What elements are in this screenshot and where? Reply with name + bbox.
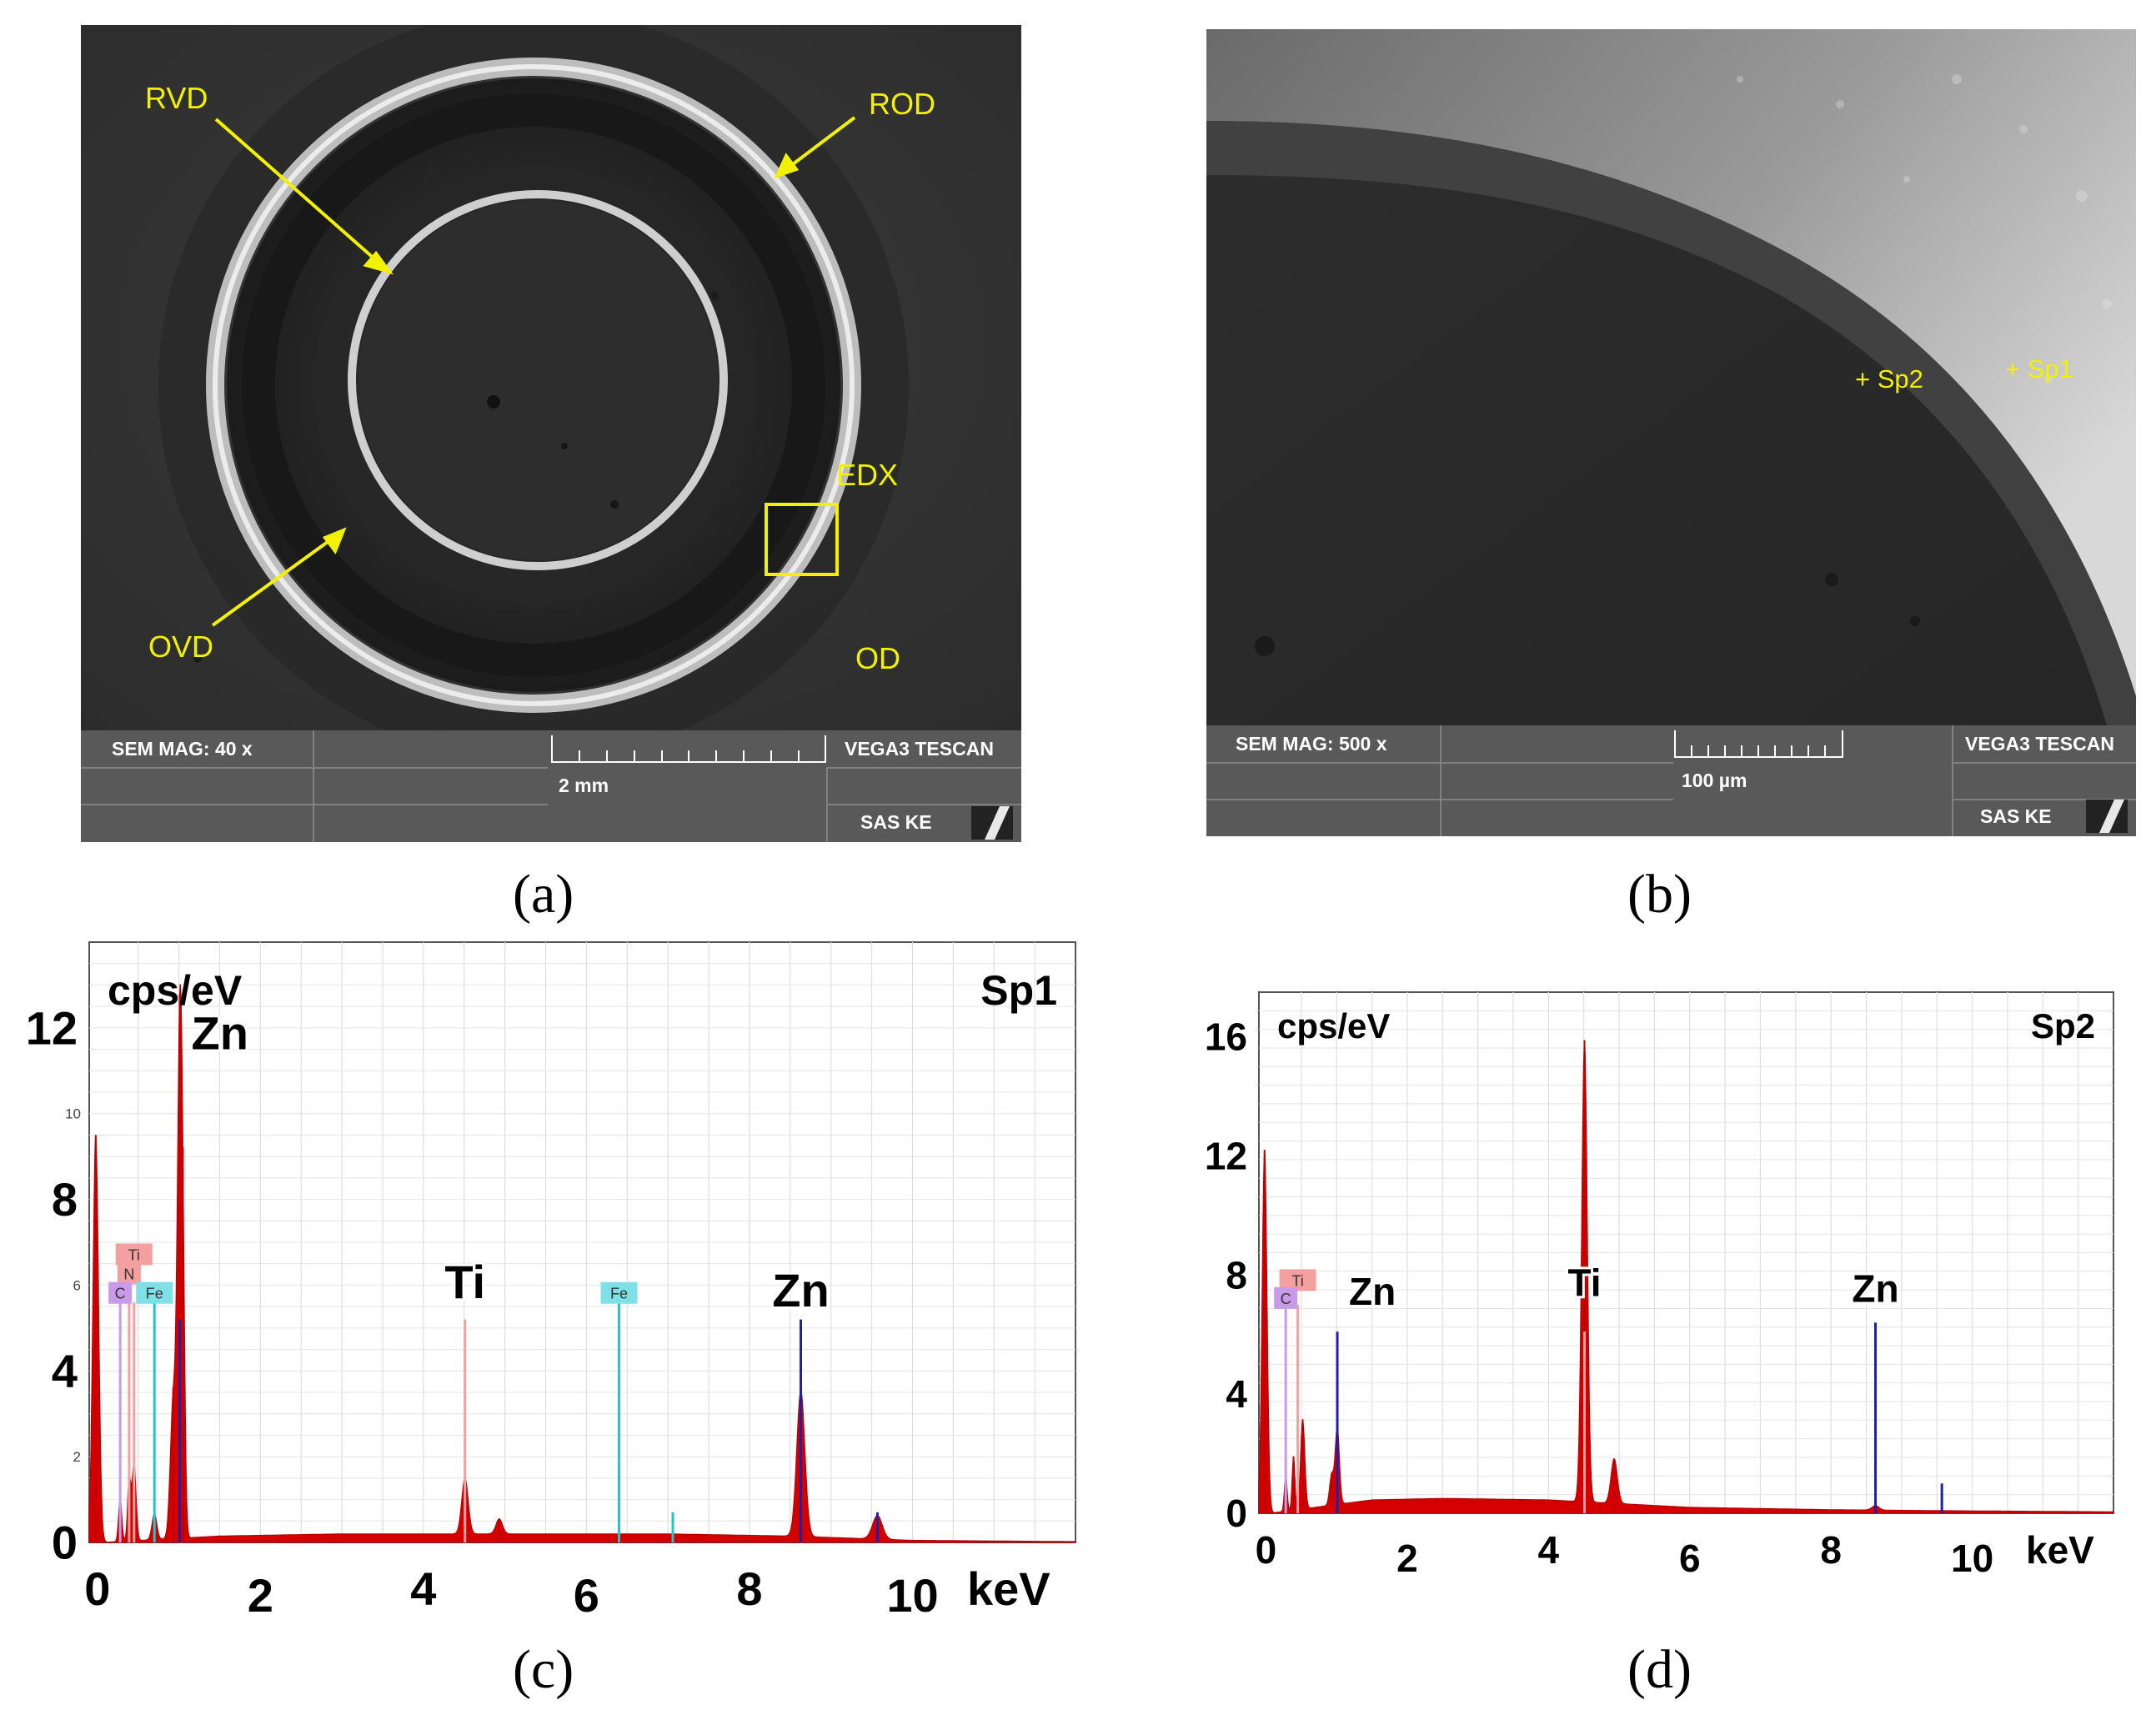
element-marker-ti: Ti (1279, 1269, 1316, 1291)
x-tick-label: 4 (410, 1562, 436, 1615)
x-tick-label: 6 (1679, 1537, 1701, 1580)
element-marker-text: Fe (610, 1286, 628, 1302)
y-tick-label: 12 (26, 1001, 78, 1054)
instrument-b: VEGA3 TESCAN (1965, 733, 2114, 755)
x-tick-label: 0 (1256, 1528, 1277, 1572)
element-marker-text: Fe (146, 1286, 163, 1302)
x-tick-label: 8 (1820, 1528, 1842, 1572)
x-axis-label: keV (2026, 1528, 2094, 1572)
element-marker-box (115, 1243, 153, 1266)
chart-title: Sp2 (2031, 1006, 2095, 1046)
x-tick-label: 10 (1951, 1537, 1993, 1580)
y-minor-tick-label: 6 (73, 1277, 81, 1293)
tescan-logo-b (2086, 800, 2128, 833)
lab-a: SAS KE (860, 811, 932, 833)
sem-mag-b: SEM MAG: 500 x (1236, 733, 1387, 755)
element-marker-ti: Ti (115, 1243, 153, 1266)
sem-image-b: + Sp2 + Sp1 (1206, 29, 2136, 725)
lab-b: SAS KE (1980, 805, 2052, 827)
panel-a: RVD ROD EDX OVD OD SEM MAG: 40 x 2 mm VE… (81, 25, 1021, 842)
element-marker-text: Ti (1291, 1272, 1303, 1289)
element-marker-box (136, 1281, 173, 1304)
label-sp1: + Sp1 (2005, 354, 2073, 384)
sem-micrograph-a: RVD ROD EDX OVD OD (81, 25, 1021, 730)
panel-b: + Sp2 + Sp1 SEM MAG: 500 x 100 µm VEGA3 … (1206, 29, 2136, 836)
y-axis-label: cps/eV (108, 967, 243, 1014)
y-tick-label: 8 (52, 1173, 78, 1226)
element-marker-n: N (117, 1262, 141, 1285)
x-tick-label: 2 (248, 1569, 273, 1622)
x-axis-label: keV (967, 1562, 1050, 1615)
element-marker-box (117, 1262, 141, 1285)
y-tick-label: 4 (1226, 1372, 1247, 1416)
caption-d: (d) (1627, 1639, 1692, 1700)
element-marker-box (600, 1281, 638, 1304)
x-tick-label: 6 (574, 1569, 599, 1622)
sem-mag-a: SEM MAG: 40 x (112, 738, 253, 760)
element-marker-c: C (108, 1281, 133, 1304)
edx-region-box (765, 503, 839, 576)
label-rod: ROD (869, 87, 935, 121)
x-tick-label: 0 (84, 1562, 110, 1615)
edx-spectrum-sp1: Ti NC Fe Fe 0 2 4 6 8 10 keV 0 4 8 12 2 6 10 cps/eV Sp1 Zn… (26, 941, 1076, 1622)
label-sp2: + Sp2 (1855, 364, 1923, 394)
element-marker-text: C (1281, 1291, 1291, 1307)
y-tick-label: 4 (52, 1345, 78, 1397)
y-minor-tick-label: 2 (73, 1449, 81, 1465)
annotation-arrows-a (211, 116, 856, 627)
sem-info-bar-a: SEM MAG: 40 x 2 mm VEGA3 TESCAN SAS KE (81, 730, 1021, 842)
scale-label-a: 2 mm (559, 775, 609, 796)
sem-image-a: RVD ROD EDX OVD OD (81, 25, 1021, 730)
tescan-logo-a (971, 806, 1013, 840)
scale-bar-b (1673, 725, 1848, 762)
peak-label-ti: Ti (1567, 1261, 1601, 1304)
label-od: OD (855, 641, 900, 675)
y-tick-label: 0 (52, 1517, 78, 1569)
element-marker-fe: Fe (136, 1281, 173, 1304)
element-marker-box (1274, 1286, 1298, 1309)
sem-micrograph-b: + Sp2 + Sp1 (1206, 29, 2136, 725)
x-tick-label: 4 (1538, 1528, 1560, 1572)
sem-info-bar-b: SEM MAG: 500 x 100 µm VEGA3 TESCAN SAS K… (1206, 725, 2136, 836)
y-tick-label: 12 (1205, 1135, 1247, 1178)
label-ovd: OVD (148, 629, 213, 664)
y-minor-tick-label: 10 (65, 1106, 81, 1122)
label-rvd: RVD (145, 81, 208, 115)
y-tick-label: 16 (1205, 1015, 1247, 1059)
y-axis-label: cps/eV (1277, 1006, 1390, 1046)
element-marker-text: N (123, 1266, 134, 1283)
scale-bar-a (550, 730, 830, 767)
chart-title: Sp1 (980, 967, 1057, 1014)
caption-c: (c) (513, 1639, 574, 1700)
caption-a: (a) (513, 864, 574, 925)
peak-label-ti: Ti (444, 1256, 485, 1308)
peak-label-zn: Zn (1852, 1266, 1898, 1310)
element-marker-fe: Fe (600, 1281, 638, 1304)
x-tick-label: 10 (886, 1569, 938, 1622)
scale-label-b: 100 µm (1682, 770, 1747, 791)
peak-label-zn: Zn (1349, 1270, 1396, 1313)
y-tick-label: 0 (1226, 1492, 1247, 1535)
element-marker-c: C (1274, 1286, 1298, 1309)
instrument-a: VEGA3 TESCAN (845, 738, 994, 760)
spectrum-fill (88, 984, 1076, 1543)
y-tick-label: 8 (1226, 1253, 1247, 1296)
peak-label-zn: Zn (192, 1007, 248, 1060)
x-tick-label: 8 (736, 1562, 762, 1615)
x-tick-label: 2 (1396, 1537, 1418, 1580)
element-marker-text: C (115, 1286, 126, 1302)
peak-label-zn: Zn (772, 1264, 829, 1316)
caption-b: (b) (1627, 864, 1692, 925)
element-marker-box (108, 1281, 133, 1304)
label-edx: EDX (836, 458, 898, 492)
spectrum-fill (1258, 1040, 2114, 1514)
element-marker-text: Ti (128, 1246, 140, 1263)
